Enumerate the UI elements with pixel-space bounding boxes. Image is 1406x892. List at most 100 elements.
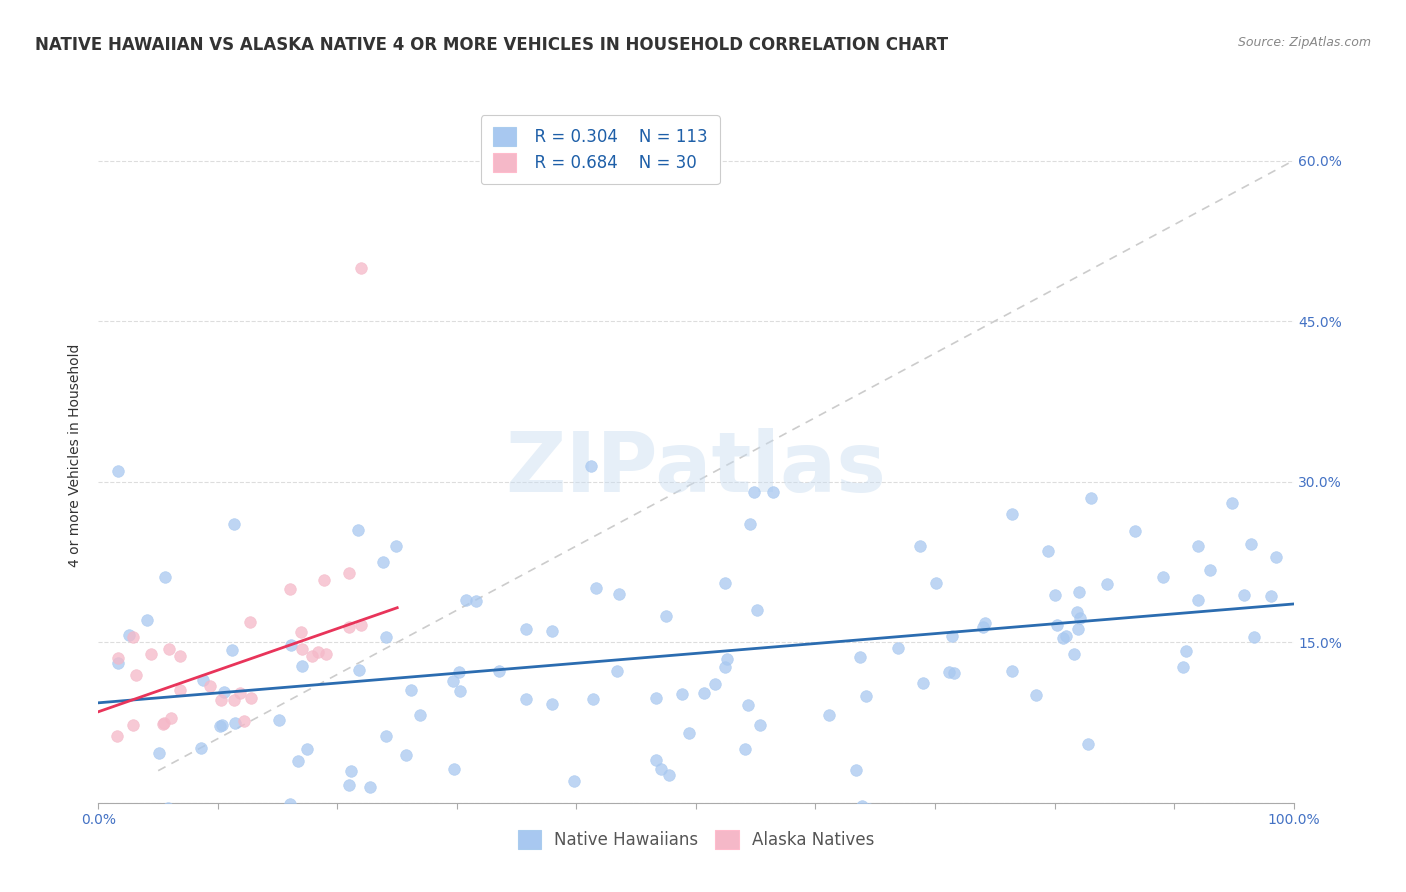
Point — [1001, 507, 1024, 521]
Point — [855, 689, 877, 703]
Point — [1080, 491, 1102, 505]
Point — [315, 648, 337, 662]
Point — [1066, 605, 1088, 619]
Point — [737, 698, 759, 713]
Point — [301, 649, 323, 664]
Point — [190, 741, 212, 756]
Point — [239, 691, 262, 706]
Point — [337, 778, 360, 792]
Point — [374, 630, 396, 644]
Point — [384, 539, 406, 553]
Point — [1036, 543, 1059, 558]
Point — [350, 260, 373, 275]
Point — [209, 692, 232, 706]
Point — [169, 682, 191, 697]
Point — [655, 609, 678, 624]
Point — [350, 617, 373, 632]
Point — [221, 642, 243, 657]
Point — [734, 742, 756, 756]
Point — [307, 645, 329, 659]
Point — [208, 718, 231, 732]
Point — [693, 686, 716, 700]
Point — [211, 718, 233, 732]
Point — [1046, 617, 1069, 632]
Point — [606, 664, 628, 678]
Point — [441, 673, 464, 688]
Point — [314, 573, 336, 587]
Point — [972, 620, 994, 634]
Point — [1025, 688, 1047, 702]
Point — [287, 754, 309, 768]
Point — [713, 575, 735, 590]
Point — [122, 718, 145, 732]
Point — [1077, 737, 1099, 751]
Point — [515, 692, 537, 706]
Point — [107, 464, 129, 478]
Point — [607, 587, 630, 601]
Point — [449, 684, 471, 698]
Point — [1199, 563, 1222, 577]
Point — [337, 566, 360, 581]
Point — [156, 801, 179, 815]
Point — [371, 555, 394, 569]
Point — [671, 687, 693, 701]
Point — [1187, 539, 1209, 553]
Point — [678, 725, 700, 739]
Text: NATIVE HAWAIIAN VS ALASKA NATIVE 4 OR MORE VEHICLES IN HOUSEHOLD CORRELATION CHA: NATIVE HAWAIIAN VS ALASKA NATIVE 4 OR MO… — [35, 36, 948, 54]
Point — [748, 718, 770, 732]
Point — [139, 647, 162, 661]
Point — [290, 659, 312, 673]
Point — [399, 682, 422, 697]
Point — [851, 799, 873, 814]
Point — [347, 663, 370, 677]
Point — [118, 628, 141, 642]
Point — [849, 649, 872, 664]
Point — [198, 679, 221, 693]
Point — [278, 797, 301, 811]
Point — [541, 624, 564, 638]
Point — [488, 665, 510, 679]
Point — [704, 676, 727, 690]
Point — [1054, 629, 1077, 643]
Point — [229, 686, 252, 700]
Point — [845, 764, 868, 778]
Point — [925, 576, 948, 591]
Point — [340, 764, 363, 778]
Point — [562, 774, 585, 789]
Point — [291, 641, 314, 656]
Point — [443, 762, 465, 776]
Point — [974, 616, 997, 631]
Point — [153, 716, 176, 731]
Point — [267, 714, 290, 728]
Point — [1097, 577, 1119, 591]
Text: Source: ZipAtlas.com: Source: ZipAtlas.com — [1237, 36, 1371, 49]
Point — [650, 763, 672, 777]
Point — [278, 582, 301, 596]
Point — [447, 665, 470, 680]
Point — [716, 651, 738, 665]
Point — [1152, 570, 1174, 584]
Point — [938, 665, 960, 679]
Point — [1187, 592, 1209, 607]
Legend: Native Hawaiians, Alaska Natives: Native Hawaiians, Alaska Natives — [509, 822, 883, 857]
Point — [1069, 611, 1091, 625]
Point — [1220, 496, 1243, 510]
Point — [645, 753, 668, 767]
Point — [136, 613, 159, 627]
Point — [1171, 659, 1194, 673]
Point — [465, 593, 488, 607]
Point — [124, 668, 146, 682]
Point — [456, 593, 478, 607]
Point — [121, 631, 143, 645]
Point — [1265, 550, 1288, 565]
Point — [337, 620, 360, 634]
Point — [762, 485, 785, 500]
Point — [107, 656, 129, 670]
Point — [943, 665, 966, 680]
Point — [1001, 664, 1024, 678]
Point — [212, 685, 235, 699]
Point — [747, 602, 769, 616]
Point — [1067, 584, 1090, 599]
Point — [169, 648, 191, 663]
Point — [1243, 631, 1265, 645]
